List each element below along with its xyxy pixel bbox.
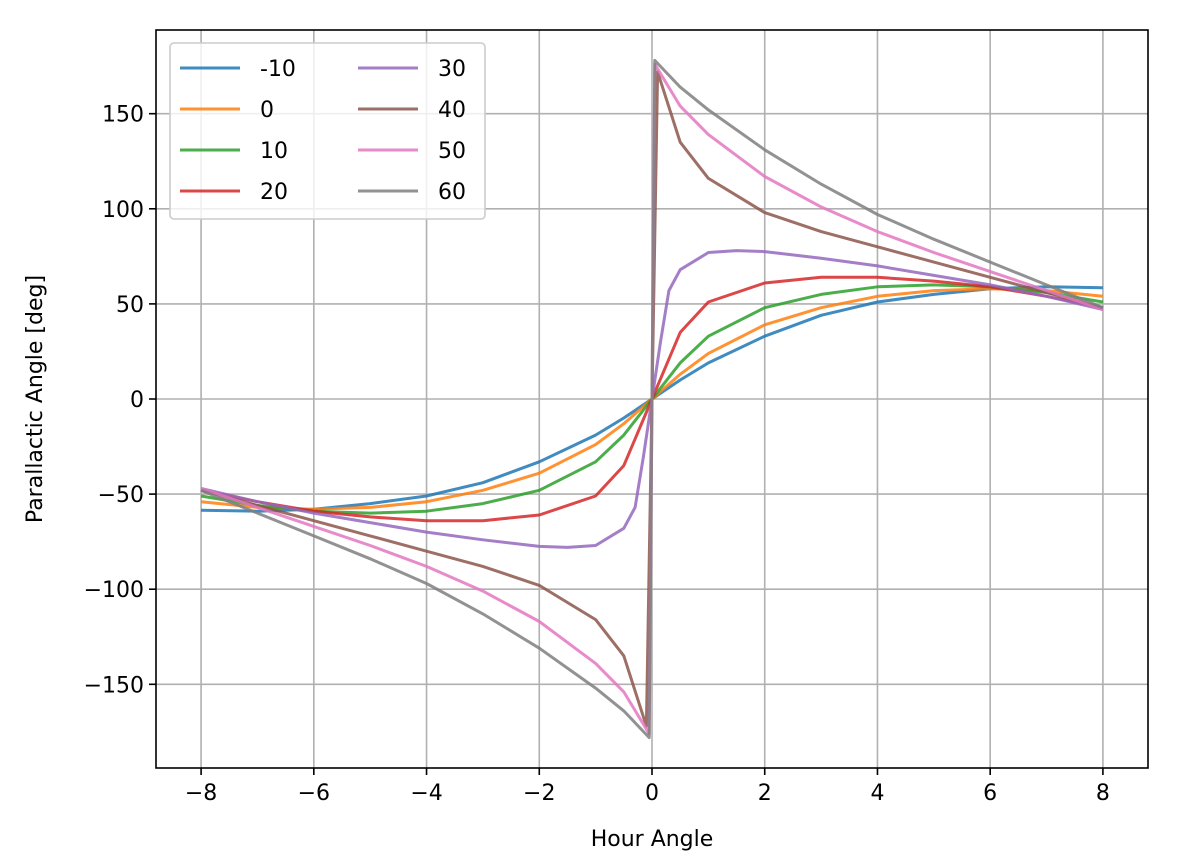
y-tick-label: −50 xyxy=(98,483,144,508)
x-tick-label: 4 xyxy=(870,781,884,806)
series-line-60 xyxy=(200,58,1104,740)
x-tick-label: −8 xyxy=(185,781,217,806)
legend: -10 0 10 20 30 40 50 60 xyxy=(169,42,486,220)
x-tick-label: −2 xyxy=(523,781,555,806)
x-tick-label: 8 xyxy=(1096,781,1110,806)
legend-label-10: 10 xyxy=(260,139,288,164)
legend-label-20: 20 xyxy=(260,180,288,205)
x-tick-label: 2 xyxy=(758,781,772,806)
y-tick-label: −100 xyxy=(84,578,144,603)
y-tick-label: 50 xyxy=(116,293,144,318)
axis-ticks: −8 −6 −4 −2 0 2 4 6 8 −150 −100 −50 0 50 100 150 xyxy=(84,103,1110,806)
x-tick-label: 0 xyxy=(645,781,659,806)
y-axis-label: Parallactic Angle [deg] xyxy=(23,275,48,523)
legend-label-30: 30 xyxy=(438,57,466,82)
x-tick-label: 6 xyxy=(983,781,997,806)
legend-label-0: 0 xyxy=(260,98,274,123)
x-tick-label: −6 xyxy=(298,781,330,806)
legend-label-50: 50 xyxy=(438,139,466,164)
plot-lines xyxy=(200,58,1104,740)
x-tick-label: −4 xyxy=(410,781,442,806)
x-axis-label: Hour Angle xyxy=(591,827,714,852)
y-tick-label: 0 xyxy=(130,388,144,413)
legend-label-60: 60 xyxy=(438,180,466,205)
legend-label-40: 40 xyxy=(438,98,466,123)
y-tick-label: −150 xyxy=(84,673,144,698)
legend-box xyxy=(169,42,486,220)
y-tick-label: 100 xyxy=(102,198,144,223)
legend-label--10: -10 xyxy=(260,57,296,82)
y-tick-label: 150 xyxy=(102,103,144,128)
